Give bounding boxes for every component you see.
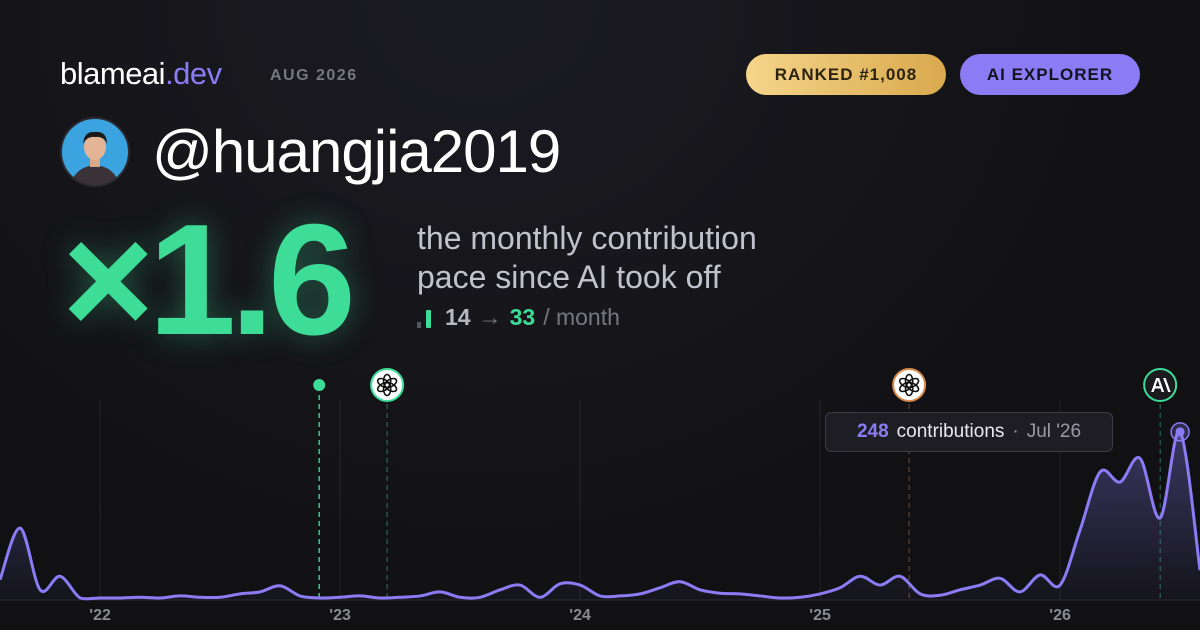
username: @huangjia2019	[152, 118, 561, 185]
tooltip-separator: ·	[1012, 421, 1019, 442]
x-tick-label: '23	[329, 607, 351, 624]
icon-glyph	[1151, 378, 1171, 392]
icon-badge	[370, 368, 405, 402]
pace-icon	[417, 309, 431, 328]
icon-petal	[898, 377, 913, 389]
brand: blameai.dev	[60, 56, 222, 92]
event-icon	[1143, 368, 1178, 402]
icon-petal	[376, 377, 391, 389]
icon-badge	[892, 368, 927, 402]
tooltip-date: Jul '26	[1026, 421, 1082, 442]
tooltip-value: 248	[856, 421, 889, 442]
event-icon	[370, 368, 405, 402]
brand-tld: .dev	[165, 56, 222, 91]
tooltip-unit: contributions	[896, 421, 1005, 442]
pace-unit: / month	[543, 304, 620, 330]
description-line: the monthly contribution	[417, 220, 757, 256]
x-tick-label: '22	[89, 607, 111, 624]
event-icon	[892, 368, 927, 402]
highlight-point	[1175, 427, 1185, 437]
x-tick-label: '25	[809, 607, 831, 624]
x-tick-label: '26	[1049, 607, 1071, 624]
description-line: pace since AI took off	[417, 259, 721, 295]
tooltip: 248 contributions · Jul '26	[825, 412, 1113, 452]
pace-to: 33	[509, 304, 536, 330]
multiplier: ×1.6	[62, 192, 356, 368]
tier-badge: AI EXPLORER	[960, 54, 1140, 95]
x-tick-label: '24	[569, 607, 591, 624]
pace-stats: 14 → 33 / month	[417, 304, 620, 331]
area-fill	[0, 431, 1200, 600]
rank-badge: RANKED #1,008	[746, 54, 946, 95]
area-line	[0, 430, 1200, 601]
chart: '22 '23 '24 '25 '26	[0, 368, 1200, 624]
brand-name: blameai	[60, 56, 166, 91]
pace-from: 14	[445, 304, 471, 330]
event-dot	[313, 379, 326, 391]
date: AUG 2026	[270, 67, 358, 84]
avatar	[60, 117, 130, 187]
pace-arrow: →	[478, 304, 502, 330]
